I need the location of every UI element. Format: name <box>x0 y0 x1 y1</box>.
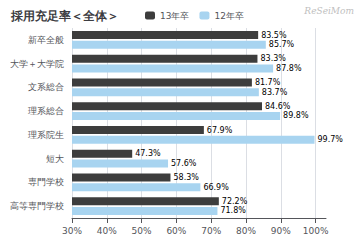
svg-text:ReSeiMom: ReSeiMom <box>303 6 354 16</box>
svg-text:89.8%: 89.8% <box>283 111 309 120</box>
svg-text:専門学校: 専門学校 <box>28 177 64 187</box>
svg-text:100%: 100% <box>303 226 329 236</box>
svg-text:90%: 90% <box>271 226 291 236</box>
svg-text:短大: 短大 <box>46 154 64 164</box>
svg-text:66.9%: 66.9% <box>203 183 229 192</box>
svg-text:採用充足率＜全体＞: 採用充足率＜全体＞ <box>10 9 119 23</box>
svg-text:83.5%: 83.5% <box>261 31 287 40</box>
svg-text:85.7%: 85.7% <box>269 40 295 49</box>
svg-text:58.3%: 58.3% <box>173 173 199 182</box>
svg-text:12年卒: 12年卒 <box>214 11 243 21</box>
svg-text:84.6%: 84.6% <box>265 102 291 111</box>
svg-text:理系総合: 理系総合 <box>28 106 64 116</box>
svg-text:70%: 70% <box>201 226 221 236</box>
svg-text:99.7%: 99.7% <box>318 135 344 144</box>
svg-text:87.8%: 87.8% <box>276 64 302 73</box>
svg-text:50%: 50% <box>132 226 152 236</box>
svg-text:67.9%: 67.9% <box>207 126 233 135</box>
svg-text:新卒全般: 新卒全般 <box>28 35 64 45</box>
svg-text:81.7%: 81.7% <box>255 78 281 87</box>
svg-text:理系院生: 理系院生 <box>28 130 64 140</box>
svg-text:30%: 30% <box>62 226 82 236</box>
svg-text:高等専門学校: 高等専門学校 <box>10 201 64 211</box>
svg-text:57.6%: 57.6% <box>171 159 197 168</box>
svg-text:文系総合: 文系総合 <box>28 82 64 92</box>
svg-text:13年卒: 13年卒 <box>160 11 189 21</box>
svg-text:80%: 80% <box>236 226 256 236</box>
svg-text:47.3%: 47.3% <box>135 149 161 158</box>
svg-text:83.7%: 83.7% <box>262 88 288 97</box>
svg-text:大学＋大学院: 大学＋大学院 <box>10 59 64 69</box>
svg-text:40%: 40% <box>97 226 117 236</box>
svg-text:60%: 60% <box>166 226 186 236</box>
svg-text:83.3%: 83.3% <box>260 54 286 63</box>
svg-text:72.2%: 72.2% <box>222 197 248 206</box>
svg-text:71.8%: 71.8% <box>220 206 246 215</box>
